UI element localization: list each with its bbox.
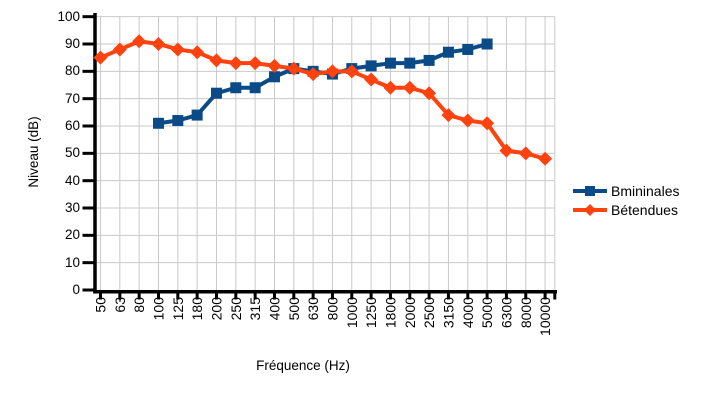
- data-point-diamond: [267, 58, 282, 73]
- data-point-diamond: [518, 146, 533, 161]
- x-tick-label: 500: [285, 297, 302, 321]
- x-tick-label: 250: [227, 297, 244, 321]
- data-point-diamond: [499, 143, 514, 158]
- x-tick-label: 2500: [421, 297, 438, 329]
- x-tick-label: 63: [111, 297, 128, 313]
- data-point-diamond: [132, 34, 147, 49]
- data-point-diamond: [93, 50, 108, 65]
- x-tick-label: 10000: [537, 297, 554, 336]
- x-tick-label: 6300: [498, 297, 515, 329]
- y-axis-title: Niveau (dB): [26, 116, 41, 188]
- data-point-diamond: [383, 80, 398, 95]
- legend-line-diamond-icon: [573, 203, 607, 216]
- data-point-diamond: [151, 37, 166, 52]
- x-tick-label: 100: [150, 297, 167, 321]
- data-point-diamond: [228, 56, 243, 71]
- legend-line-square-icon: [573, 185, 607, 196]
- data-point-square: [210, 87, 222, 99]
- y-tick-label: 20: [64, 227, 80, 243]
- data-point-square: [268, 71, 280, 83]
- legend-swatch-square: [585, 185, 595, 196]
- data-point-diamond: [190, 45, 205, 60]
- data-point-square: [442, 46, 454, 58]
- legend-swatch-diamond: [584, 203, 596, 216]
- legend-label: Bétendues: [611, 201, 678, 218]
- legend-item-betendues: Bétendues: [573, 201, 679, 218]
- data-point-diamond: [344, 64, 359, 79]
- x-tick-label: 180: [189, 297, 206, 321]
- data-point-square: [384, 57, 396, 69]
- data-point-square: [249, 82, 261, 94]
- x-tick-label: 800: [324, 297, 341, 321]
- data-point-diamond: [441, 108, 456, 123]
- x-tick-label: 3150: [440, 297, 457, 329]
- data-point-diamond: [538, 151, 553, 166]
- series-line-Bétendues: [99, 39, 546, 161]
- x-tick-label: 630: [305, 297, 322, 321]
- data-point-square: [462, 43, 474, 55]
- y-tick-label: 10: [64, 254, 80, 270]
- data-point-diamond: [286, 61, 301, 76]
- y-tick-label: 90: [64, 36, 80, 51]
- x-tick-label: 8000: [517, 297, 534, 329]
- data-point-diamond: [248, 56, 263, 71]
- data-point-diamond: [112, 42, 127, 57]
- data-point-diamond: [460, 113, 475, 128]
- data-point-square: [423, 54, 435, 66]
- y-tick-label: 30: [64, 200, 80, 215]
- x-axis-title: Fréquence (Hz): [256, 358, 350, 373]
- data-point-square: [481, 38, 493, 50]
- x-tick-label: 4000: [459, 297, 476, 329]
- data-point-diamond: [364, 72, 379, 87]
- data-point-square: [191, 109, 203, 121]
- data-point-diamond: [480, 116, 495, 131]
- legend: Bmininales Bétendues: [573, 182, 679, 218]
- y-tick-label: 80: [64, 63, 80, 79]
- x-tick-label: 1800: [382, 297, 399, 329]
- x-tick-label: 400: [266, 297, 283, 321]
- x-tick-label: 5000: [479, 297, 496, 329]
- data-point-diamond: [306, 67, 321, 82]
- y-tick-label: 70: [64, 90, 80, 106]
- x-tick-label: 200: [208, 297, 225, 321]
- y-tick-label: 100: [57, 8, 80, 24]
- data-point-diamond: [170, 42, 185, 57]
- data-point-square: [404, 57, 416, 69]
- data-point-square: [152, 117, 164, 129]
- x-tick-label: 50: [92, 297, 109, 313]
- y-tick-label: 0: [72, 282, 80, 297]
- data-point-square: [172, 115, 184, 127]
- x-tick-label: 315: [247, 297, 264, 321]
- x-tick-label: 125: [169, 297, 186, 321]
- data-point-diamond: [325, 64, 340, 79]
- x-tick-label: 1000: [343, 297, 360, 329]
- x-tick-label: 2000: [401, 297, 418, 329]
- y-tick-label: 50: [64, 145, 80, 161]
- data-point-diamond: [422, 86, 437, 101]
- data-point-square: [365, 60, 377, 72]
- data-point-diamond: [402, 80, 417, 95]
- legend-item-bmininales: Bmininales: [573, 182, 679, 199]
- x-tick-label: 80: [131, 297, 148, 313]
- data-point-diamond: [209, 53, 224, 68]
- x-tick-label: 1250: [363, 297, 380, 329]
- y-tick-label: 60: [64, 118, 80, 133]
- y-tick-label: 40: [64, 172, 80, 188]
- legend-label: Bmininales: [611, 182, 680, 199]
- data-point-square: [230, 82, 242, 94]
